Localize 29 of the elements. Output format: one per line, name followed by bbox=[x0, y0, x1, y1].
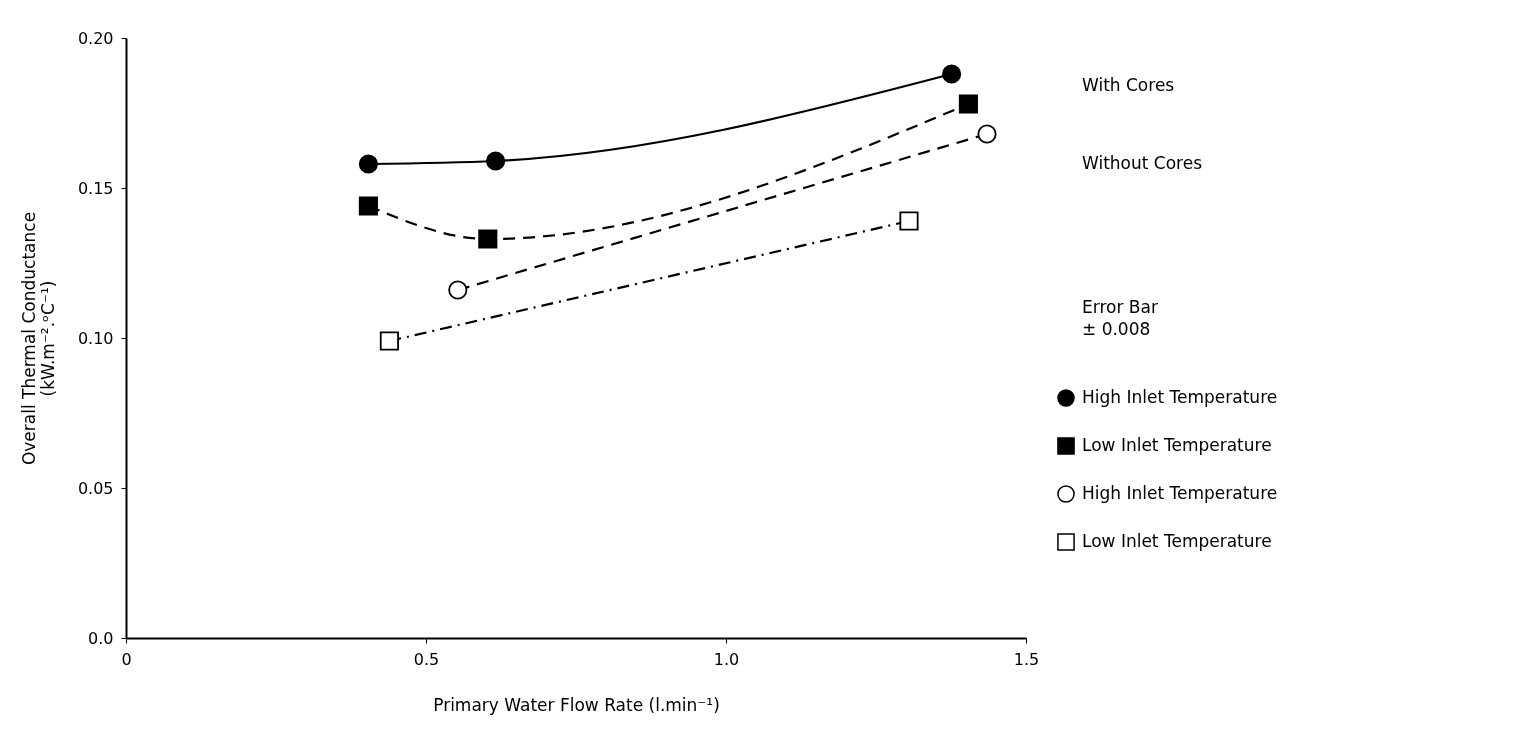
x-tick-label: 0.5 bbox=[413, 649, 440, 669]
point bbox=[478, 229, 498, 249]
x-axis-title: Primary Water Flow Rate (l.min⁻¹) bbox=[433, 694, 720, 715]
legend-label: High Inlet Temperature bbox=[1082, 483, 1278, 503]
legend-label: Low Inlet Temperature bbox=[1082, 435, 1272, 455]
y-tick-label: 0.0 bbox=[88, 628, 114, 648]
y-tick-label: 0.15 bbox=[77, 178, 114, 198]
point bbox=[977, 124, 997, 144]
point bbox=[358, 196, 378, 216]
point bbox=[448, 280, 468, 300]
x-tick-label: 1.0 bbox=[713, 649, 740, 669]
y-tick-label: 0.05 bbox=[77, 478, 114, 498]
x-tick-label: 1.5 bbox=[1013, 649, 1040, 669]
text: Without Cores bbox=[1082, 153, 1203, 173]
text: With Cores bbox=[1082, 75, 1175, 95]
point bbox=[358, 154, 378, 174]
y-tick-label: 0.20 bbox=[77, 28, 114, 48]
text: (kW.m⁻².ᵒC⁻¹) bbox=[37, 280, 58, 397]
point bbox=[899, 211, 919, 231]
point bbox=[942, 64, 962, 84]
text: Overall Thermal Conductance bbox=[18, 211, 39, 466]
legend-label: Low Inlet Temperature bbox=[1082, 531, 1272, 551]
point bbox=[958, 94, 978, 114]
y-tick-label: 0.10 bbox=[77, 328, 114, 348]
point bbox=[379, 331, 399, 351]
text: Error Bar ± 0.008 bbox=[1082, 297, 1158, 339]
x-tick-label: 0 bbox=[121, 649, 132, 669]
point bbox=[486, 151, 506, 171]
legend-label: High Inlet Temperature bbox=[1082, 387, 1278, 407]
